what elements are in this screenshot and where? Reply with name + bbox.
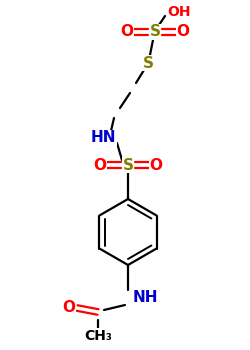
Text: O: O bbox=[176, 25, 190, 40]
Text: CH₃: CH₃ bbox=[84, 329, 112, 343]
Text: OH: OH bbox=[167, 5, 190, 19]
Text: HN: HN bbox=[90, 131, 116, 146]
Text: S: S bbox=[150, 25, 160, 40]
Text: S: S bbox=[122, 158, 134, 173]
Text: S: S bbox=[142, 56, 154, 70]
Text: O: O bbox=[94, 158, 106, 173]
Text: O: O bbox=[150, 158, 162, 173]
Text: O: O bbox=[120, 25, 134, 40]
Text: NH: NH bbox=[133, 290, 158, 306]
Text: O: O bbox=[62, 301, 76, 315]
